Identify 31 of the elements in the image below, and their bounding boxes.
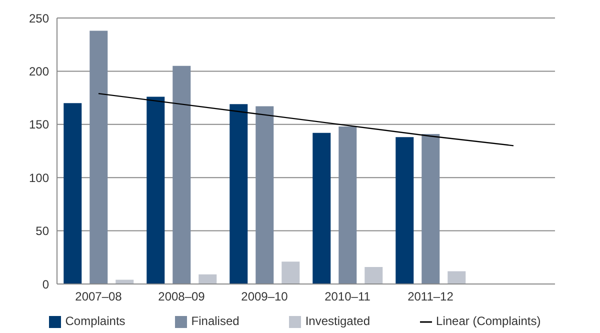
bar xyxy=(64,103,82,284)
x-tick-label: 2011–12 xyxy=(408,290,454,304)
x-tick-label: 2010–11 xyxy=(324,290,371,304)
bar xyxy=(312,132,331,284)
bar xyxy=(396,137,414,284)
y-tick-label: 0 xyxy=(42,277,50,292)
bar xyxy=(146,96,165,284)
bar xyxy=(282,262,300,284)
y-tick-label: 200 xyxy=(28,64,50,78)
y-tick-label: 150 xyxy=(28,118,50,132)
bar xyxy=(338,126,357,284)
bar xyxy=(422,134,440,284)
legend-label: Investigated xyxy=(305,314,370,328)
legend-label: Finalised xyxy=(191,314,240,328)
bar xyxy=(172,66,191,284)
bar xyxy=(116,280,134,284)
bar xyxy=(198,274,217,284)
bar xyxy=(90,30,108,284)
bar xyxy=(256,106,274,284)
legend-label: Linear (Complaints) xyxy=(436,314,541,328)
bar xyxy=(364,266,383,284)
x-tick-label: 2008–09 xyxy=(158,290,206,304)
x-tick-label: 2009–10 xyxy=(241,290,288,304)
bar xyxy=(448,271,466,284)
legend-label: Complaints xyxy=(65,314,126,328)
bar xyxy=(230,104,248,284)
y-tick-label: 250 xyxy=(28,11,50,26)
x-tick-label: 2007–08 xyxy=(75,290,122,304)
y-tick-label: 50 xyxy=(36,224,50,238)
line-series xyxy=(98,92,514,146)
y-tick-label: 100 xyxy=(28,170,50,185)
